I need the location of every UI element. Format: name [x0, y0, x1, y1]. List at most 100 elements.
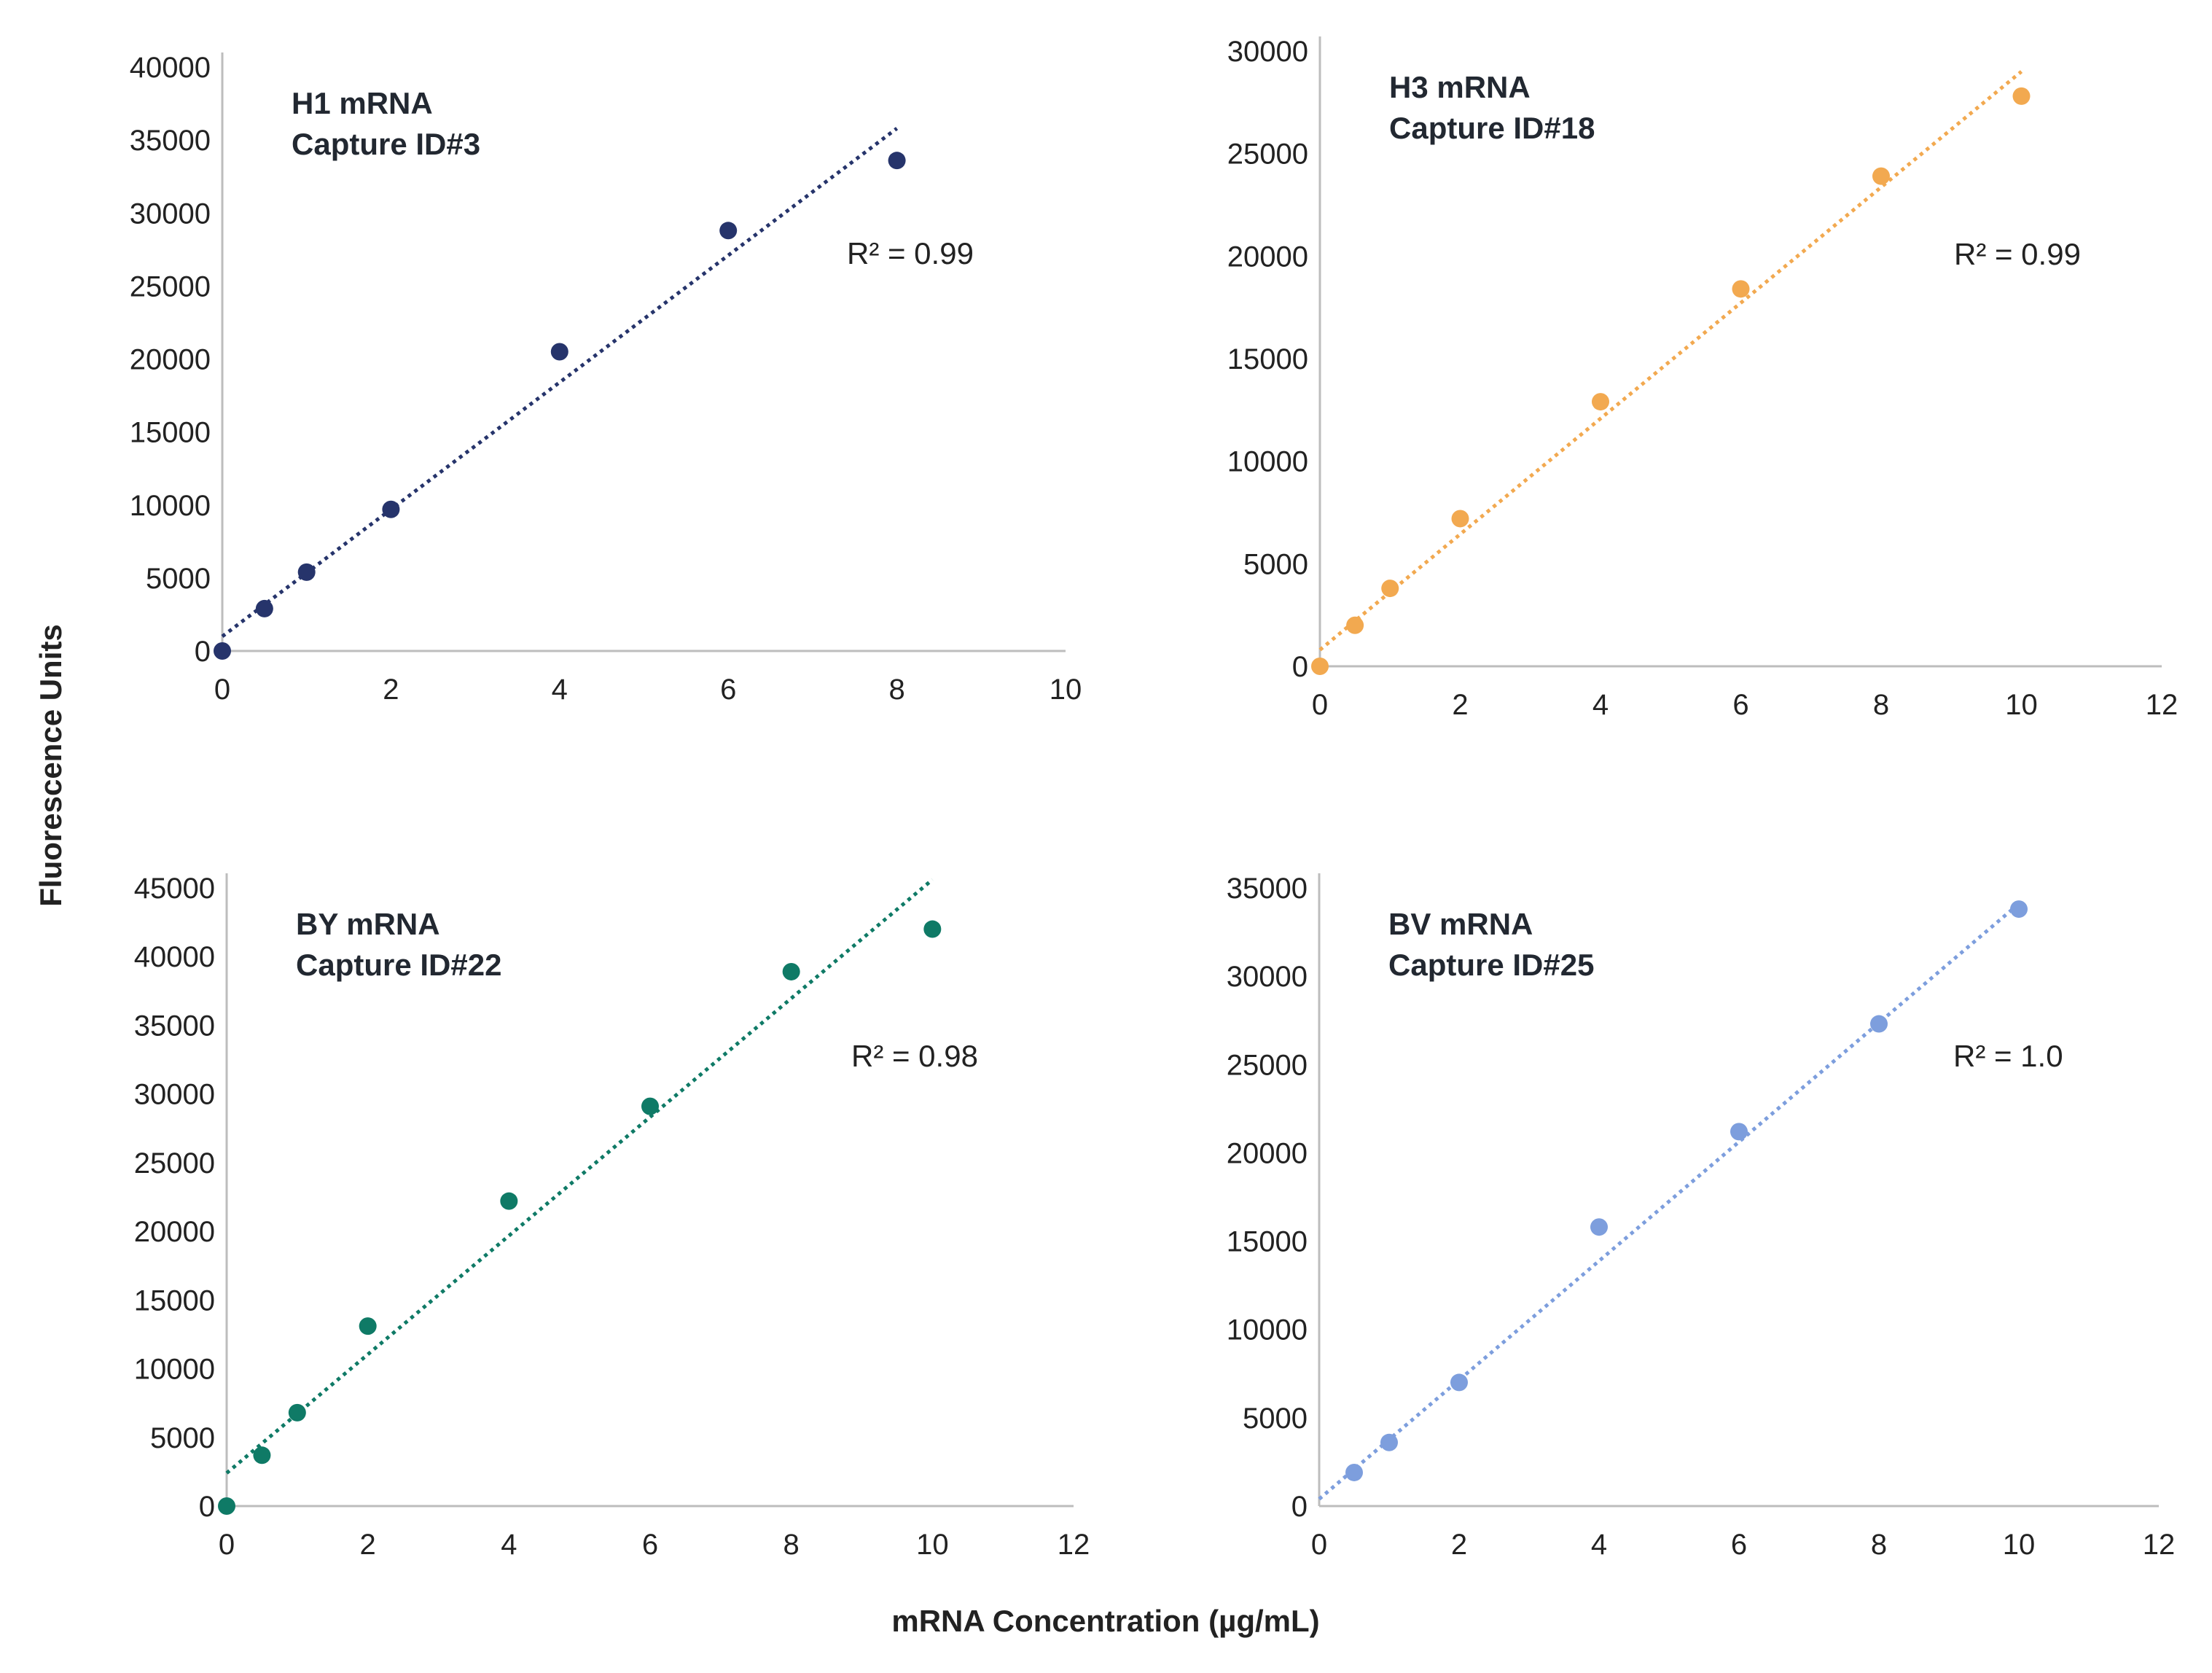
data-point-bv-6	[2010, 900, 2028, 919]
data-point-by-1	[253, 1446, 271, 1465]
x-tick-label: 10	[2003, 1529, 2036, 1561]
x-tick-label: 4	[501, 1529, 517, 1561]
x-tick-label: 6	[1731, 1529, 1747, 1561]
y-tick-label: 10000	[1227, 446, 1308, 478]
data-point-h1-0	[214, 642, 231, 660]
y-tick-label: 0	[1291, 1491, 1308, 1523]
x-tick-label: 4	[1591, 1529, 1607, 1561]
data-point-h3-3	[1451, 510, 1469, 528]
x-tick-label: 12	[2146, 689, 2178, 721]
data-point-by-7	[923, 920, 942, 938]
data-point-by-0	[218, 1497, 235, 1515]
trendline	[225, 878, 934, 1475]
x-tick-label: 2	[1452, 689, 1468, 721]
data-point-bv-3	[1590, 1218, 1608, 1236]
x-tick-label: 2	[360, 1529, 376, 1561]
x-tick-label: 8	[783, 1529, 800, 1561]
y-tick-label: 5000	[1243, 548, 1308, 580]
x-tick-label: 8	[1871, 1529, 1887, 1561]
y-tick-label: 5000	[146, 563, 211, 595]
data-point-by-2	[288, 1403, 306, 1422]
y-tick-label: 45000	[134, 873, 215, 905]
y-axis-title: Fluorescence Units	[34, 624, 68, 906]
y-tick-label: 0	[195, 636, 211, 668]
y-tick-label: 0	[1292, 651, 1308, 683]
y-tick-label: 15000	[130, 417, 211, 449]
panel-title: H1 mRNA	[292, 86, 433, 120]
data-point-h3-4	[1592, 393, 1609, 411]
x-tick-label: 2	[1451, 1529, 1467, 1561]
data-point-h1-2	[297, 563, 316, 581]
y-tick-label: 0	[199, 1491, 215, 1523]
panel-subtitle: Capture ID#3	[292, 127, 480, 161]
x-tick-label: 12	[2143, 1529, 2176, 1561]
data-point-by-6	[782, 962, 800, 980]
x-tick-label: 2	[383, 674, 399, 706]
data-point-h1-6	[888, 152, 906, 170]
x-tick-label: 8	[888, 674, 904, 706]
y-tick-label: 15000	[1227, 343, 1308, 375]
y-tick-label: 5000	[150, 1422, 215, 1454]
r-squared-annotation: R² = 0.98	[851, 1039, 978, 1073]
y-tick-label: 35000	[130, 125, 211, 157]
y-tick-label: 30000	[1227, 961, 1308, 993]
y-tick-label: 20000	[134, 1216, 215, 1248]
chart-panel-h1: 0 5000 10000 15000 20000 25000 30000 35000 40000…	[130, 52, 1082, 706]
chart-panel-bv: 0 5000 10000 15000 20000 25000 30000 35000 0 2 4 6 8…	[1227, 873, 2175, 1561]
y-tick-label: 35000	[134, 1010, 215, 1042]
x-tick-label: 4	[1592, 689, 1609, 721]
y-tick-label: 10000	[1227, 1314, 1308, 1346]
x-tick-label: 0	[1311, 1529, 1327, 1561]
panel-title: BY mRNA	[296, 907, 440, 941]
data-point-bv-5	[1870, 1015, 1888, 1033]
x-tick-label: 8	[1873, 689, 1889, 721]
data-point-h3-5	[1732, 280, 1750, 298]
x-tick-label: 10	[1050, 674, 1082, 706]
y-tick-label: 10000	[130, 490, 211, 522]
y-tick-label: 40000	[130, 52, 211, 84]
x-tick-label: 0	[214, 674, 230, 706]
panel-subtitle: Capture ID#22	[296, 948, 501, 982]
y-tick-label: 25000	[134, 1147, 215, 1179]
x-tick-label: 6	[1732, 689, 1748, 721]
y-tick-label: 25000	[130, 270, 211, 303]
data-point-h3-6	[1872, 167, 1890, 185]
y-tick-label: 20000	[1227, 1137, 1308, 1169]
y-tick-label: 25000	[1227, 139, 1308, 171]
y-tick-label: 20000	[1227, 241, 1308, 273]
y-tick-label: 40000	[134, 941, 215, 973]
x-tick-label: 0	[219, 1529, 235, 1561]
x-tick-label: 0	[1312, 689, 1328, 721]
y-tick-label: 20000	[130, 344, 211, 376]
panel-subtitle: Capture ID#18	[1389, 111, 1595, 145]
y-tick-label: 35000	[1227, 873, 1308, 905]
data-point-bv-2	[1450, 1373, 1468, 1392]
data-point-h1-1	[255, 599, 273, 617]
data-point-by-3	[359, 1317, 377, 1335]
data-point-by-5	[641, 1097, 659, 1115]
r-squared-annotation: R² = 0.99	[1954, 237, 2081, 271]
chart-panel-h3: 0 5000 10000 15000 20000 25000 30000 0 2 4 6 8 10 12 H…	[1227, 36, 2178, 721]
data-point-by-4	[500, 1192, 518, 1210]
x-tick-label: 6	[720, 674, 736, 706]
panel-title: BV mRNA	[1388, 907, 1533, 941]
chart-panel-by: 0 5000 10000 15000 20000 25000 30000 35000 40000…	[134, 873, 1090, 1561]
r-squared-annotation: R² = 1.0	[1953, 1039, 2063, 1073]
data-point-h3-0	[1311, 658, 1329, 675]
data-point-h3-1	[1346, 616, 1364, 634]
x-tick-label: 6	[642, 1529, 658, 1561]
x-tick-label: 10	[2005, 689, 2038, 721]
y-tick-label: 30000	[130, 198, 211, 230]
x-tick-label: 4	[552, 674, 568, 706]
x-axis-title: mRNA Concentration (µg/mL)	[891, 1604, 1319, 1638]
data-point-h3-2	[1381, 580, 1399, 598]
y-tick-label: 5000	[1243, 1403, 1308, 1435]
x-tick-label: 10	[916, 1529, 949, 1561]
data-point-h1-3	[382, 500, 400, 518]
panel-subtitle: Capture ID#25	[1388, 948, 1594, 982]
data-point-h1-5	[719, 222, 738, 240]
data-point-h1-4	[550, 343, 568, 361]
data-point-h3-7	[2012, 87, 2031, 105]
